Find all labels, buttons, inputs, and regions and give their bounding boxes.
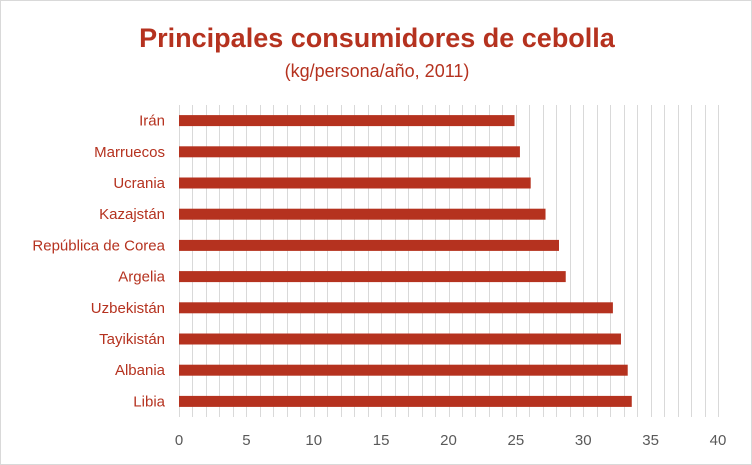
bar: [179, 146, 520, 158]
category-label: Argelia: [118, 269, 165, 286]
bars: [179, 115, 632, 407]
bar: [179, 395, 632, 407]
chart-title: Principales consumidores de cebolla: [139, 23, 616, 53]
bar: [179, 239, 559, 251]
category-label: Libia: [133, 393, 165, 410]
bar: [179, 208, 546, 220]
category-labels: Irán Marruecos Ucrania Kazajstán República d…: [32, 113, 165, 411]
category-label: Kazajstán: [99, 206, 165, 223]
x-tick-label: 20: [440, 432, 457, 449]
x-tick-label: 15: [373, 432, 390, 449]
category-label: Ucrania: [113, 175, 165, 192]
x-axis-tick-labels: 0 5 10 15 20 25 30 35 40: [175, 432, 727, 449]
x-tick-label: 35: [642, 432, 659, 449]
category-label: República de Corea: [32, 237, 165, 254]
x-tick-label: 25: [508, 432, 525, 449]
x-tick-label: 5: [242, 432, 250, 449]
bar: [179, 271, 566, 283]
bar: [179, 302, 613, 314]
bar: [179, 177, 531, 189]
x-tick-label: 30: [575, 432, 592, 449]
bar: [179, 333, 621, 345]
chart-subtitle: (kg/persona/año, 2011): [285, 61, 470, 81]
category-label: Uzbekistán: [91, 300, 165, 317]
category-label: Tayikistán: [99, 331, 165, 348]
category-label: Marruecos: [94, 144, 165, 161]
bar: [179, 364, 628, 376]
category-label: Albania: [115, 362, 166, 379]
bar: [179, 115, 515, 127]
x-tick-label: 40: [710, 432, 727, 449]
category-label: Irán: [139, 113, 165, 130]
x-tick-label: 0: [175, 432, 183, 449]
x-tick-label: 10: [305, 432, 322, 449]
